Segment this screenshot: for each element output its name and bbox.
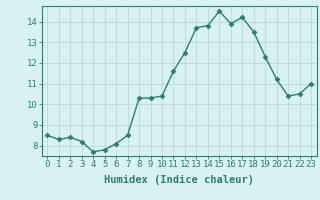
X-axis label: Humidex (Indice chaleur): Humidex (Indice chaleur) — [104, 175, 254, 185]
